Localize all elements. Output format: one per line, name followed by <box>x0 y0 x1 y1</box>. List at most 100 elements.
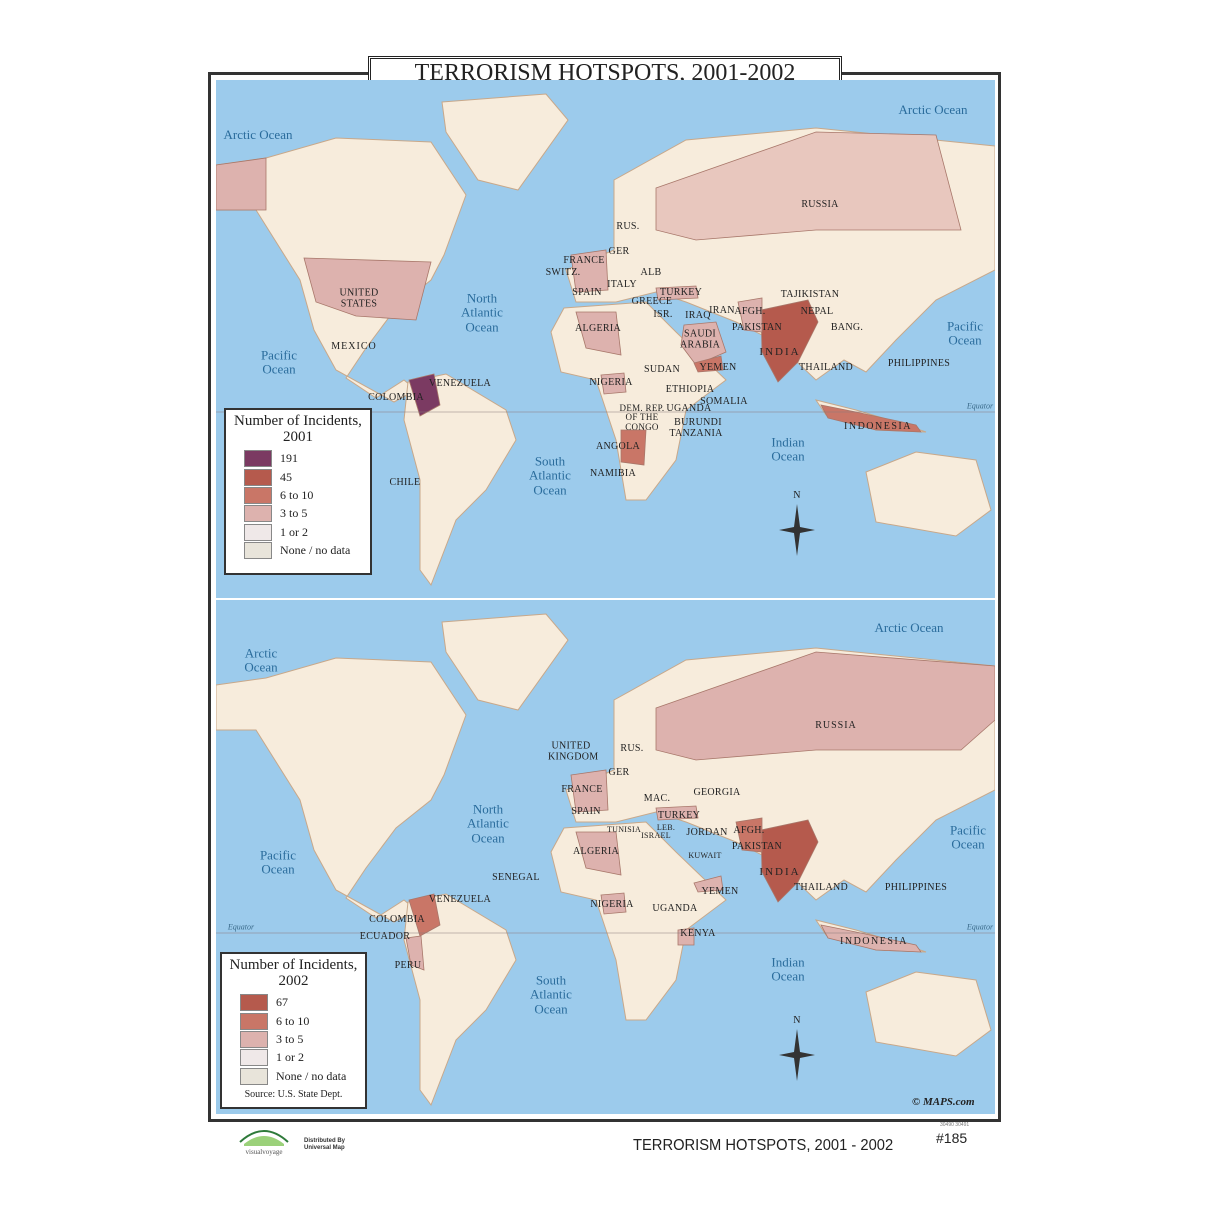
country-label: TAJIKISTAN <box>780 288 840 300</box>
legend-swatch <box>244 468 272 486</box>
country-label: COLOMBIA <box>368 391 424 403</box>
country-label: UGANDA <box>652 902 698 914</box>
north-arrow-icon: N <box>777 490 817 556</box>
legend-swatch <box>240 994 268 1012</box>
country-label: BURUNDI <box>674 416 722 428</box>
ocean-label: Pacific Ocean <box>259 847 297 877</box>
legend-label: 45 <box>280 469 292 484</box>
legend-2002: Number of Incidents, 2002 67 6 to 10 3 to … <box>220 952 367 1109</box>
africa <box>550 821 727 1021</box>
equator-label: Equator <box>966 401 994 411</box>
distributor-note: Distributed By Universal Map <box>304 1138 345 1152</box>
ocean-label: South Atlantic Ocean <box>529 453 571 498</box>
country-label: SAUDI ARABIA <box>680 328 721 350</box>
country-label: PAKISTAN <box>731 840 783 852</box>
country-label: SENEGAL <box>492 871 540 883</box>
distributor-name: Universal Map <box>304 1145 345 1152</box>
country-label: INDONESIA <box>844 420 912 432</box>
country-label: BANG. <box>830 321 864 333</box>
legend-swatch <box>240 1049 268 1067</box>
logo-text: visualvoyage <box>246 1148 283 1156</box>
map-number: #185 <box>936 1130 968 1146</box>
country-label: TURKEY <box>659 286 703 298</box>
ocean-label: Pacific Ocean <box>946 318 984 348</box>
visual-voyage-logo: visualvoyage <box>239 1130 289 1156</box>
australia <box>865 451 992 537</box>
country-label: THAILAND <box>793 881 849 893</box>
country-label: NIGERIA <box>590 898 634 910</box>
country-kenya <box>677 927 695 946</box>
country-label: VENEZUELA <box>428 377 492 389</box>
legend-swatch <box>244 505 272 523</box>
equator-label: Equator <box>966 922 994 932</box>
country-alaska <box>216 157 267 211</box>
country-label: ITALY <box>607 278 637 290</box>
legend-label: None / no data <box>280 543 351 558</box>
country-label: MAC. <box>643 792 671 804</box>
country-label: ISRAEL <box>641 830 671 840</box>
country-label: VENEZUELA <box>428 893 492 905</box>
country-label: ALB <box>640 266 662 278</box>
country-label: INDIA <box>759 346 801 359</box>
legend-item: 67 <box>240 994 365 1012</box>
country-label: COLOMBIA <box>369 913 425 925</box>
country-nigeria <box>600 892 627 915</box>
legend-swatch <box>244 486 272 504</box>
legend-label: 1 or 2 <box>280 524 308 539</box>
country-label: YEMEN <box>699 361 737 373</box>
country-label: KUWAIT <box>688 850 722 860</box>
ocean-label: Arctic Ocean <box>874 619 944 635</box>
country-united-states <box>303 257 432 321</box>
country-colombia <box>408 893 441 937</box>
country-label: UNITED STATES <box>339 287 379 309</box>
source-note: Source: U.S. State Dept. <box>244 1089 343 1101</box>
country-label: CHILE <box>389 476 421 488</box>
legend-swatch <box>240 1012 268 1030</box>
north-arrow-icon: N <box>777 1015 817 1081</box>
country-label: ANGOLA <box>595 440 641 452</box>
country-label: AFGH. <box>734 305 766 317</box>
ocean-label: Arctic Ocean <box>244 645 278 675</box>
country-label: RUSSIA <box>815 719 857 731</box>
country-spain-france <box>570 249 609 293</box>
country-label: NIGERIA <box>589 376 633 388</box>
country-label: ECUADOR <box>359 930 411 942</box>
country-label: ALGERIA <box>575 322 621 334</box>
legend-label: 3 to 5 <box>276 1031 304 1046</box>
legend-swatch <box>240 1067 268 1085</box>
country-label: TURKEY <box>657 809 701 821</box>
legend-item: 3 to 5 <box>240 1030 365 1048</box>
country-nigeria <box>600 372 627 395</box>
legend-item: 45 <box>244 468 370 486</box>
country-pakistan <box>735 817 763 853</box>
ocean-label: North Atlantic Ocean <box>461 290 503 335</box>
map-2001-landmasses <box>216 93 995 587</box>
legend-label: 67 <box>276 995 288 1010</box>
country-label: SPAIN <box>572 286 602 298</box>
country-label: RUS. <box>616 220 640 232</box>
country-algeria <box>575 831 622 876</box>
legend-item: 3 to 5 <box>244 505 370 523</box>
south-america <box>403 893 517 1107</box>
country-label: SPAIN <box>571 805 601 817</box>
country-india <box>760 819 819 903</box>
legend-item: 1 or 2 <box>244 523 370 541</box>
country-india <box>760 299 819 383</box>
country-angola <box>620 429 647 466</box>
country-label: NAMIBIA <box>590 467 636 479</box>
australia <box>865 971 992 1057</box>
legend-swatch <box>244 450 272 468</box>
country-yemen <box>693 355 724 373</box>
legend-item: 191 <box>244 450 370 468</box>
country-pakistan <box>737 297 763 333</box>
legend-item: 1 or 2 <box>240 1049 365 1067</box>
legend-2001: Number of Incidents, 2001 191 45 6 to 10 3 … <box>224 408 372 575</box>
country-label: UNITED KINGDOM <box>548 740 599 762</box>
country-label: ALGERIA <box>573 845 619 857</box>
legend-label: 6 to 10 <box>276 1013 310 1028</box>
map-2002: Arctic Ocean Arctic Ocean North Atlantic… <box>216 600 995 1114</box>
legend-item: 6 to 10 <box>244 486 370 504</box>
country-label: AFGH. <box>733 824 765 836</box>
ocean-label: North Atlantic Ocean <box>467 801 509 846</box>
country-label: KENYA <box>680 927 716 939</box>
